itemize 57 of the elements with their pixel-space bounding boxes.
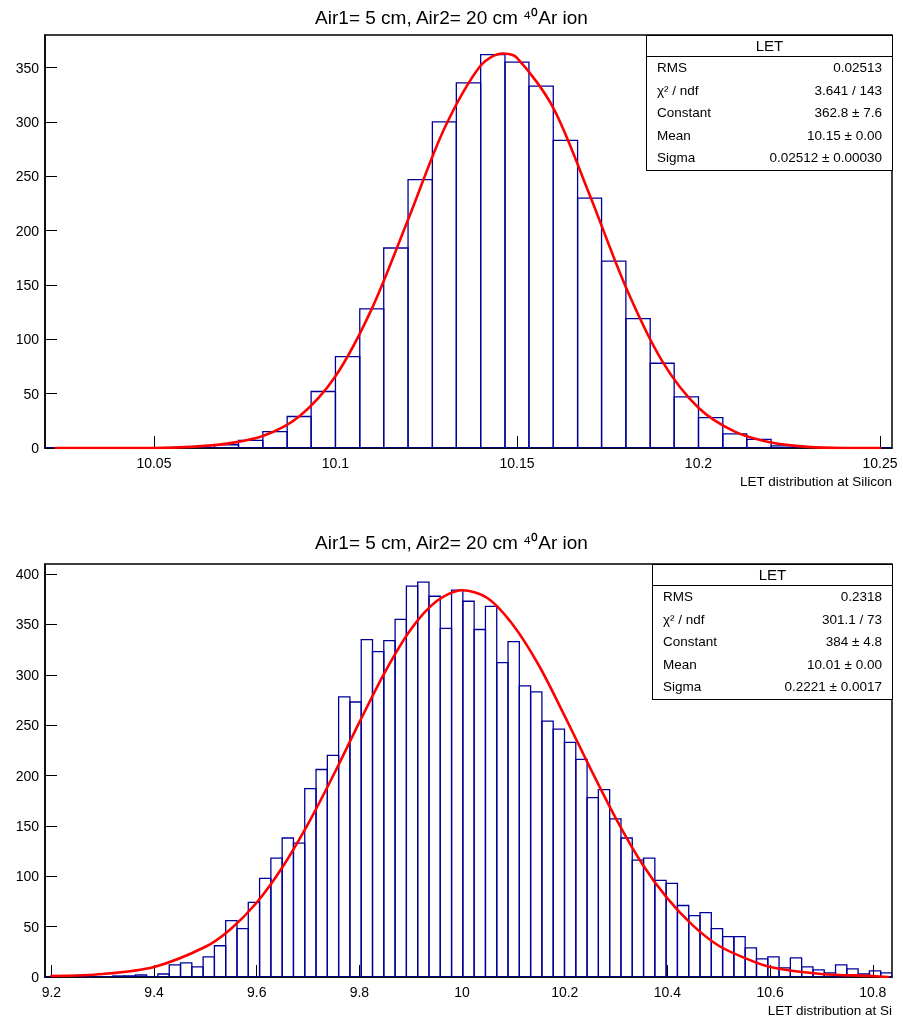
y-tick-label: 0 — [31, 969, 40, 985]
y-tick-label: 200 — [15, 767, 40, 784]
annotation: 0.02512 ± 0.00030 — [769, 149, 882, 167]
annotation: Sigma — [663, 678, 702, 696]
y-tick-label: 250 — [15, 168, 40, 185]
annotation: 10.15 ± 0.00 — [807, 126, 882, 145]
annotation: Mean — [663, 655, 697, 674]
annotation: Constant — [657, 104, 712, 122]
x-tick-label: 10.8 — [859, 984, 887, 1000]
y-tick-label: 400 — [15, 566, 40, 583]
y-tick-label: 100 — [15, 331, 40, 348]
y-tick-label: 300 — [15, 666, 40, 683]
x-tick-label: 9.4 — [144, 984, 165, 1000]
annotation: Mean — [657, 126, 691, 145]
annotation: LET — [653, 565, 892, 586]
y-tick-label: 200 — [15, 222, 40, 239]
x-axis-title: LET distribution at Silicon — [739, 473, 892, 489]
x-tick-label: 9.8 — [349, 984, 370, 1000]
x-tick-label: 9.2 — [41, 984, 62, 1000]
annotation: 362.8 ± 7.6 — [814, 104, 882, 122]
annotation: Sigma — [657, 149, 696, 167]
annotation: LET — [647, 36, 892, 57]
x-tick-label: 10 — [454, 984, 471, 1000]
x-tick-label: 9.6 — [247, 984, 267, 1000]
annotation: χ² / ndf — [663, 610, 705, 629]
annotation: RMS — [657, 59, 687, 77]
y-tick-label: 250 — [15, 717, 40, 734]
annotation: 0.2221 ± 0.0017 — [784, 678, 882, 696]
x-tick-label: 10.2 — [551, 984, 579, 1000]
x-tick-label: 10.05 — [136, 455, 172, 471]
x-tick-label: 10.15 — [499, 455, 535, 471]
annotation: 0.2318 — [840, 588, 882, 606]
y-tick-label: 100 — [15, 868, 40, 885]
annotation: 0.02513 — [833, 59, 882, 77]
y-tick-label: 350 — [15, 616, 40, 633]
annotation: Constant — [663, 633, 718, 651]
annotation: 384 ± 4.8 — [825, 633, 882, 651]
x-tick-label: 10.25 — [862, 455, 898, 471]
y-tick-label: 0 — [31, 440, 40, 456]
y-tick-label: 350 — [15, 59, 40, 76]
annotation: 3.641 / 143 — [814, 81, 882, 100]
chart-title: Air1= 5 cm, Air2= 20 cm ⁴⁰Ar ion — [315, 7, 588, 28]
x-tick-label: 10.2 — [684, 455, 713, 471]
annotation: χ² / ndf — [657, 81, 699, 100]
annotation: RMS — [663, 588, 693, 606]
y-tick-label: 150 — [15, 276, 40, 293]
chart-title: Air1= 5 cm, Air2= 20 cm ⁴⁰Ar ion — [315, 532, 588, 553]
y-tick-label: 50 — [23, 385, 40, 402]
y-tick-label: 300 — [15, 113, 40, 130]
x-axis-title: LET distribution at Si — [767, 1002, 892, 1018]
x-tick-label: 10.1 — [321, 455, 350, 471]
annotation: 10.01 ± 0.00 — [807, 655, 882, 674]
annotation: 301.1 / 73 — [821, 610, 882, 629]
y-tick-label: 50 — [23, 918, 40, 935]
y-tick-label: 150 — [15, 817, 40, 834]
x-tick-label: 10.6 — [756, 984, 784, 1000]
x-tick-label: 10.4 — [653, 984, 682, 1000]
